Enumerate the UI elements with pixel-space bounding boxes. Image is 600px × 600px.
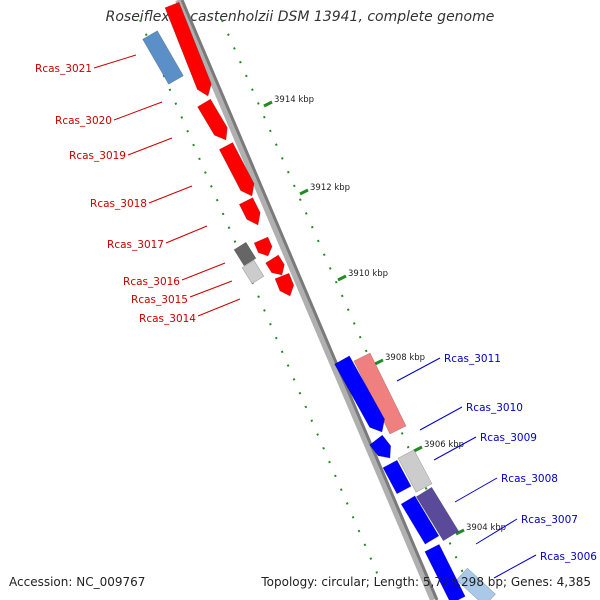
topology-summary-text: Topology: circular; Length: 5,723,298 bp…	[261, 575, 591, 589]
gene-label-leader	[181, 262, 226, 281]
left-gene-labels: Rcas_3021 Rcas_3020 Rcas_3019 Rcas_3018 Rcas…	[35, 54, 241, 325]
kbp-tick-mark	[299, 188, 309, 196]
gene-label-leader	[197, 298, 241, 317]
kbp-tick-label: 3914 kbp	[274, 95, 314, 105]
genome-backbone	[180, 0, 439, 600]
gene-label-left: Rcas_3019	[69, 150, 126, 162]
gene-label-leader	[454, 477, 498, 503]
gene-label-leader	[396, 357, 441, 382]
gene-label-right: Rcas_3006	[540, 551, 597, 563]
gene-label-leader	[433, 436, 477, 461]
gene-label-right: Rcas_3010	[466, 402, 523, 414]
gene-label-leader	[475, 518, 518, 545]
gene-label-right: Rcas_3009	[480, 432, 537, 444]
kbp-tick-mark	[263, 100, 273, 108]
kbp-tick-label: 3906 kbp	[424, 440, 464, 450]
gene-arrow	[164, 1, 212, 97]
right-gene-labels: Rcas_3011 Rcas_3010 Rcas_3009 Rcas_3008 Rcas…	[396, 353, 597, 579]
gene-arrow	[241, 259, 265, 285]
gene-arrow	[369, 434, 392, 459]
kbp-tick-label: 3912 kbp	[310, 183, 350, 193]
gene-arrow	[353, 352, 407, 435]
gene-label-left: Rcas_3014	[139, 313, 196, 325]
gene-label-leader	[419, 406, 463, 431]
gene-arrow	[382, 459, 412, 495]
accession-text: Accession: NC_009767	[9, 575, 146, 589]
gene-arrow	[218, 142, 255, 197]
gene-arrow	[456, 567, 496, 600]
gene-arrow	[238, 197, 261, 226]
gene-label-left: Rcas_3017	[107, 239, 164, 251]
gene-label-leader	[148, 185, 193, 204]
kbp-tick-label: 3910 kbp	[348, 269, 388, 279]
gene-label-left: Rcas_3018	[90, 198, 147, 210]
gene-label-leader	[113, 101, 163, 121]
gene-arrow	[424, 544, 466, 600]
gene-label-right: Rcas_3007	[521, 514, 578, 526]
gene-label-leader	[493, 554, 537, 579]
gene-label-leader	[127, 137, 173, 156]
gene-arrow	[233, 241, 257, 267]
gene-arrow	[400, 495, 440, 545]
gene-label-left: Rcas_3015	[131, 294, 188, 306]
gene-label-left: Rcas_3021	[35, 63, 92, 75]
gene-arrow	[274, 272, 295, 297]
gene-features	[142, 1, 496, 600]
gene-label-right: Rcas_3008	[501, 473, 558, 485]
gene-arrow	[142, 30, 184, 85]
gene-label-leader	[93, 54, 137, 69]
gene-arrow	[197, 98, 228, 141]
kbp-tick-mark	[455, 528, 465, 536]
genome-backbone-shadow	[175, 0, 436, 600]
gene-label-right: Rcas_3011	[444, 353, 501, 365]
kbp-ticks: 3914 kbp 3912 kbp 3910 kbp 3908 kbp 3906 kbp…	[263, 95, 506, 536]
kbp-tick-label: 3908 kbp	[385, 353, 425, 363]
kbp-tick-label: 3904 kbp	[466, 523, 506, 533]
map-title: Roseiflexus castenholzii DSM 13941, comp…	[105, 9, 495, 25]
gene-arrow	[334, 355, 385, 433]
gene-label-leader	[189, 280, 233, 298]
gene-label-leader	[165, 225, 208, 244]
gene-label-left: Rcas_3020	[55, 115, 112, 127]
gene-arrow	[415, 486, 460, 542]
gene-label-left: Rcas_3016	[123, 276, 180, 288]
kbp-tick-mark	[413, 445, 423, 453]
kbp-tick-mark	[374, 358, 384, 366]
gene-arrow	[397, 449, 433, 493]
gene-arrow	[265, 254, 285, 276]
kbp-tick-mark	[337, 274, 347, 282]
gene-arrow	[253, 236, 273, 257]
